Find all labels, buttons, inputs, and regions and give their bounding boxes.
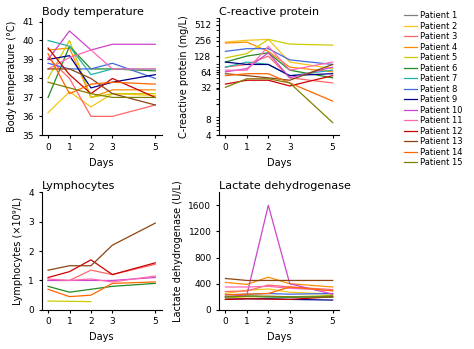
Text: C-reactive protein: C-reactive protein — [219, 7, 319, 17]
Y-axis label: Body temperature (°C): Body temperature (°C) — [7, 21, 17, 132]
Y-axis label: C-reactive protein (mg/L): C-reactive protein (mg/L) — [179, 15, 189, 138]
X-axis label: Days: Days — [90, 332, 114, 342]
X-axis label: Days: Days — [267, 157, 292, 168]
Text: Lymphocytes: Lymphocytes — [42, 181, 115, 192]
Y-axis label: Lymphocytes (×10⁹/L): Lymphocytes (×10⁹/L) — [13, 197, 23, 305]
Text: Body temperature: Body temperature — [42, 7, 144, 17]
X-axis label: Days: Days — [267, 332, 292, 342]
X-axis label: Days: Days — [90, 157, 114, 168]
Y-axis label: Lactate dehydrogenase (U/L): Lactate dehydrogenase (U/L) — [173, 180, 183, 322]
Legend: Patient 1, Patient 2, Patient 3, Patient 4, Patient 5, Patient 6, Patient 7, Pat: Patient 1, Patient 2, Patient 3, Patient… — [404, 11, 463, 167]
Text: Lactate dehydrogenase: Lactate dehydrogenase — [219, 181, 351, 192]
